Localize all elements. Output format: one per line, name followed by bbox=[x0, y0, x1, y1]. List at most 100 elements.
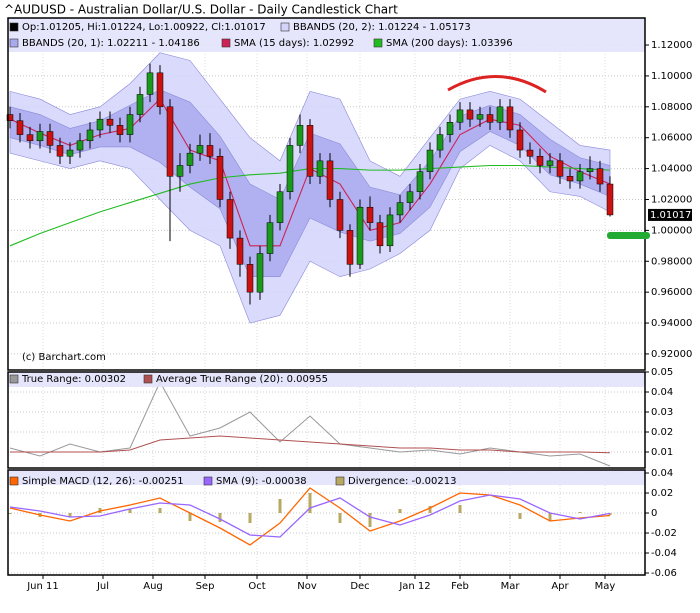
x-tick-label: Mar bbox=[501, 581, 521, 592]
legend-label: BBANDS (20, 1): 1.02211 - 1.04186 bbox=[22, 38, 200, 49]
candle-body bbox=[576, 171, 584, 182]
x-tick-label: Nov bbox=[297, 581, 317, 592]
candle-body bbox=[226, 199, 234, 239]
candle-body bbox=[186, 152, 194, 166]
candle-body bbox=[506, 106, 514, 131]
candle-body bbox=[496, 106, 504, 123]
candle-body bbox=[586, 168, 594, 172]
y-tick-label: 1.12000 bbox=[651, 40, 692, 51]
chart-title: ^AUDUSD - Australian Dollar/U.S. Dollar … bbox=[4, 3, 398, 17]
candle-body bbox=[386, 214, 394, 247]
candle-body bbox=[436, 134, 444, 151]
legend-swatch bbox=[335, 476, 345, 486]
legend-swatch bbox=[280, 22, 290, 32]
legend-swatch bbox=[221, 38, 231, 48]
legend-band bbox=[8, 18, 645, 52]
x-tick-label: Dec bbox=[350, 581, 369, 592]
candle-body bbox=[376, 222, 384, 247]
indicator-line bbox=[9, 380, 611, 467]
candle-body bbox=[96, 118, 104, 131]
candle-body bbox=[446, 122, 454, 135]
candle-body bbox=[606, 183, 614, 216]
candle-body bbox=[296, 125, 304, 146]
watermark: (c) Barchart.com bbox=[22, 352, 106, 363]
legend-band bbox=[8, 372, 645, 387]
candle-body bbox=[106, 118, 114, 126]
candle-body bbox=[246, 264, 254, 293]
y-tick-label: -0.04 bbox=[651, 548, 677, 559]
candle-body bbox=[126, 114, 134, 135]
candle-body bbox=[256, 253, 264, 293]
y-tick-label: 0.02 bbox=[651, 427, 673, 438]
y-tick-label: 0.98000 bbox=[651, 256, 692, 267]
legend-label: Average True Range (20): 0.00955 bbox=[156, 374, 328, 385]
legend-label: Simple MACD (12, 26): -0.00251 bbox=[22, 476, 184, 487]
legend-swatch bbox=[9, 374, 19, 384]
candle-body bbox=[286, 145, 294, 193]
divergence-bar bbox=[188, 513, 192, 521]
x-tick-label: Feb bbox=[451, 581, 469, 592]
candle-body bbox=[66, 149, 74, 157]
legend-label: SMA (9): -0.00038 bbox=[216, 476, 307, 487]
legend-swatch bbox=[9, 38, 19, 48]
candle-body bbox=[46, 131, 54, 146]
legend-swatch bbox=[9, 476, 19, 486]
indicator-line bbox=[10, 435, 611, 454]
x-tick-label: May bbox=[595, 581, 616, 592]
legend-swatch bbox=[9, 22, 19, 32]
legend-band bbox=[8, 470, 645, 485]
candle-body bbox=[86, 129, 94, 142]
divergence-bar bbox=[548, 513, 552, 521]
divergence-bar bbox=[158, 508, 162, 513]
candle-body bbox=[266, 222, 274, 254]
y-tick-label: -0.02 bbox=[651, 528, 677, 539]
legend-label: BBANDS (20, 2): 1.01224 - 1.05173 bbox=[293, 22, 471, 33]
candle-body bbox=[476, 114, 484, 120]
y-tick-label: 1.04000 bbox=[651, 164, 692, 175]
candle-body bbox=[236, 237, 244, 265]
candle-body bbox=[36, 131, 44, 142]
y-tick-label: 0.04 bbox=[651, 468, 673, 479]
candle-body bbox=[426, 149, 434, 172]
candle-body bbox=[206, 145, 214, 157]
panel-frame bbox=[7, 17, 646, 371]
divergence-bar bbox=[368, 513, 372, 527]
legend-label: Divergence: -0.00213 bbox=[348, 476, 456, 487]
y-tick-label: 1.10000 bbox=[651, 71, 692, 82]
y-tick-label: 1.02000 bbox=[651, 194, 692, 205]
candle-body bbox=[136, 94, 144, 115]
x-tick-label: Aug bbox=[143, 581, 163, 592]
candle-body bbox=[546, 160, 554, 166]
divergence-bar bbox=[398, 509, 402, 513]
candle-body bbox=[356, 206, 364, 265]
y-tick-label: 0.94000 bbox=[651, 318, 692, 329]
annotation-arc bbox=[447, 75, 547, 94]
divergence-bar bbox=[68, 513, 72, 517]
divergence-bar bbox=[248, 513, 252, 523]
panel-frame bbox=[7, 469, 646, 576]
candle-body bbox=[156, 72, 164, 108]
legend-swatch bbox=[373, 38, 383, 48]
candle-body bbox=[416, 171, 424, 193]
divergence-bar bbox=[458, 505, 462, 513]
candle-body bbox=[486, 114, 494, 123]
y-tick-label: 0.96000 bbox=[651, 287, 692, 298]
panel bbox=[8, 470, 645, 575]
candle-body bbox=[596, 168, 604, 185]
legend-label: SMA (15 days): 1.02992 bbox=[234, 38, 354, 49]
legend-label: Op:1.01205, Hi:1.01224, Lo:1.00922, Cl:1… bbox=[22, 22, 266, 33]
candle-body bbox=[366, 206, 374, 223]
x-tick-label: Sep bbox=[196, 581, 215, 592]
candle-body bbox=[316, 160, 324, 177]
last-price-box bbox=[648, 208, 692, 221]
legend-swatch bbox=[143, 374, 153, 384]
y-tick-label: 0.02 bbox=[651, 488, 673, 499]
x-tick-label: Jan 12 bbox=[398, 581, 430, 592]
candle-body bbox=[216, 155, 224, 200]
legend-label: SMA (200 days): 1.03396 bbox=[386, 38, 513, 49]
candle-body bbox=[466, 109, 474, 120]
candle-body bbox=[536, 155, 544, 166]
panel-frame bbox=[7, 371, 646, 469]
candle-body bbox=[396, 202, 404, 216]
